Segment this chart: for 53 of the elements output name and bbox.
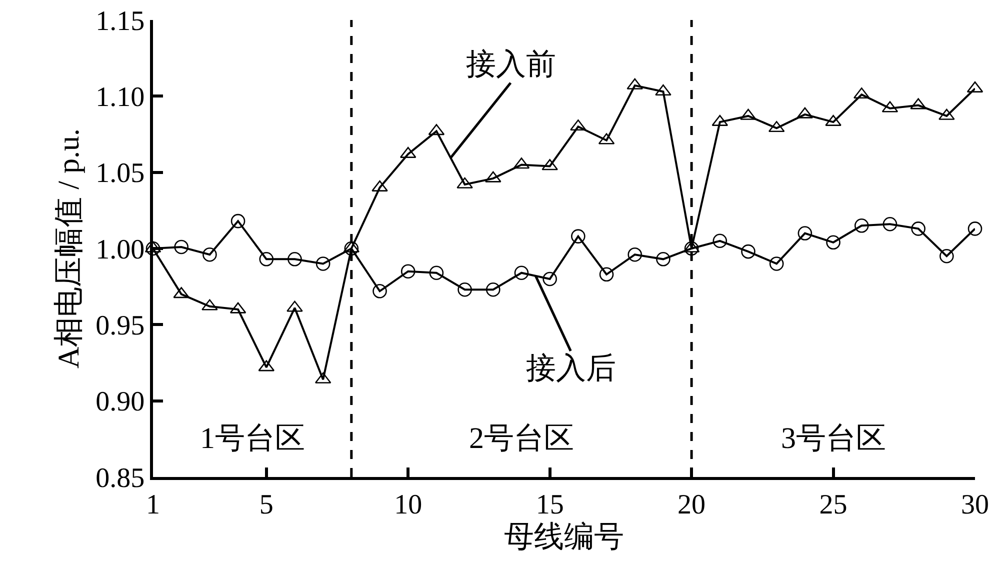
point (372, 284, 387, 298)
point (882, 216, 898, 232)
point (656, 252, 670, 266)
x-tick-label: 25 (819, 489, 848, 520)
annotation: 1号台区 (200, 422, 305, 455)
point (542, 272, 557, 286)
point (429, 266, 444, 280)
point (146, 241, 160, 256)
point (174, 240, 188, 254)
annotation: 2号台区 (469, 422, 574, 455)
point (288, 252, 302, 266)
point (202, 247, 217, 262)
y-tick-label: 1.15 (96, 6, 145, 37)
x-tick-label: 5 (259, 489, 274, 520)
point (940, 248, 954, 264)
point (571, 229, 586, 244)
point (826, 235, 840, 250)
y-tick-label: 0.85 (96, 462, 145, 494)
point (684, 241, 699, 256)
point (599, 267, 614, 282)
y-tick-label: 1.00 (96, 234, 145, 266)
point (853, 87, 870, 99)
point (570, 119, 586, 131)
point (712, 234, 728, 248)
point (400, 264, 416, 278)
point (458, 282, 472, 297)
point (230, 214, 246, 228)
point (911, 222, 926, 236)
point (741, 244, 756, 259)
annotation: 3号台区 (781, 422, 886, 455)
y-axis-title: A相电压幅值 / p.u. (52, 128, 86, 368)
point (259, 252, 274, 266)
point (316, 256, 330, 271)
x-tick-label: 30 (961, 489, 989, 520)
x-tick-label: 1 (146, 489, 160, 520)
point (769, 256, 784, 271)
y-tick-label: 1.10 (96, 82, 145, 113)
y-tick-label: 0.90 (96, 386, 145, 418)
point (968, 222, 982, 236)
x-tick-label: 15 (536, 489, 564, 520)
point (854, 218, 869, 233)
y-tick-label: 1.05 (96, 158, 145, 190)
point (344, 241, 359, 256)
series-label: 接入前 (466, 48, 556, 81)
point (486, 282, 500, 297)
y-tick-label: 0.95 (96, 310, 145, 342)
x-tick-label: 10 (394, 489, 422, 520)
x-tick-label: 20 (678, 489, 706, 520)
point (628, 247, 642, 262)
point (798, 226, 812, 240)
point (514, 266, 529, 280)
text: 接入后 (526, 352, 616, 385)
x-axis-title: 母线编号 (504, 520, 624, 554)
